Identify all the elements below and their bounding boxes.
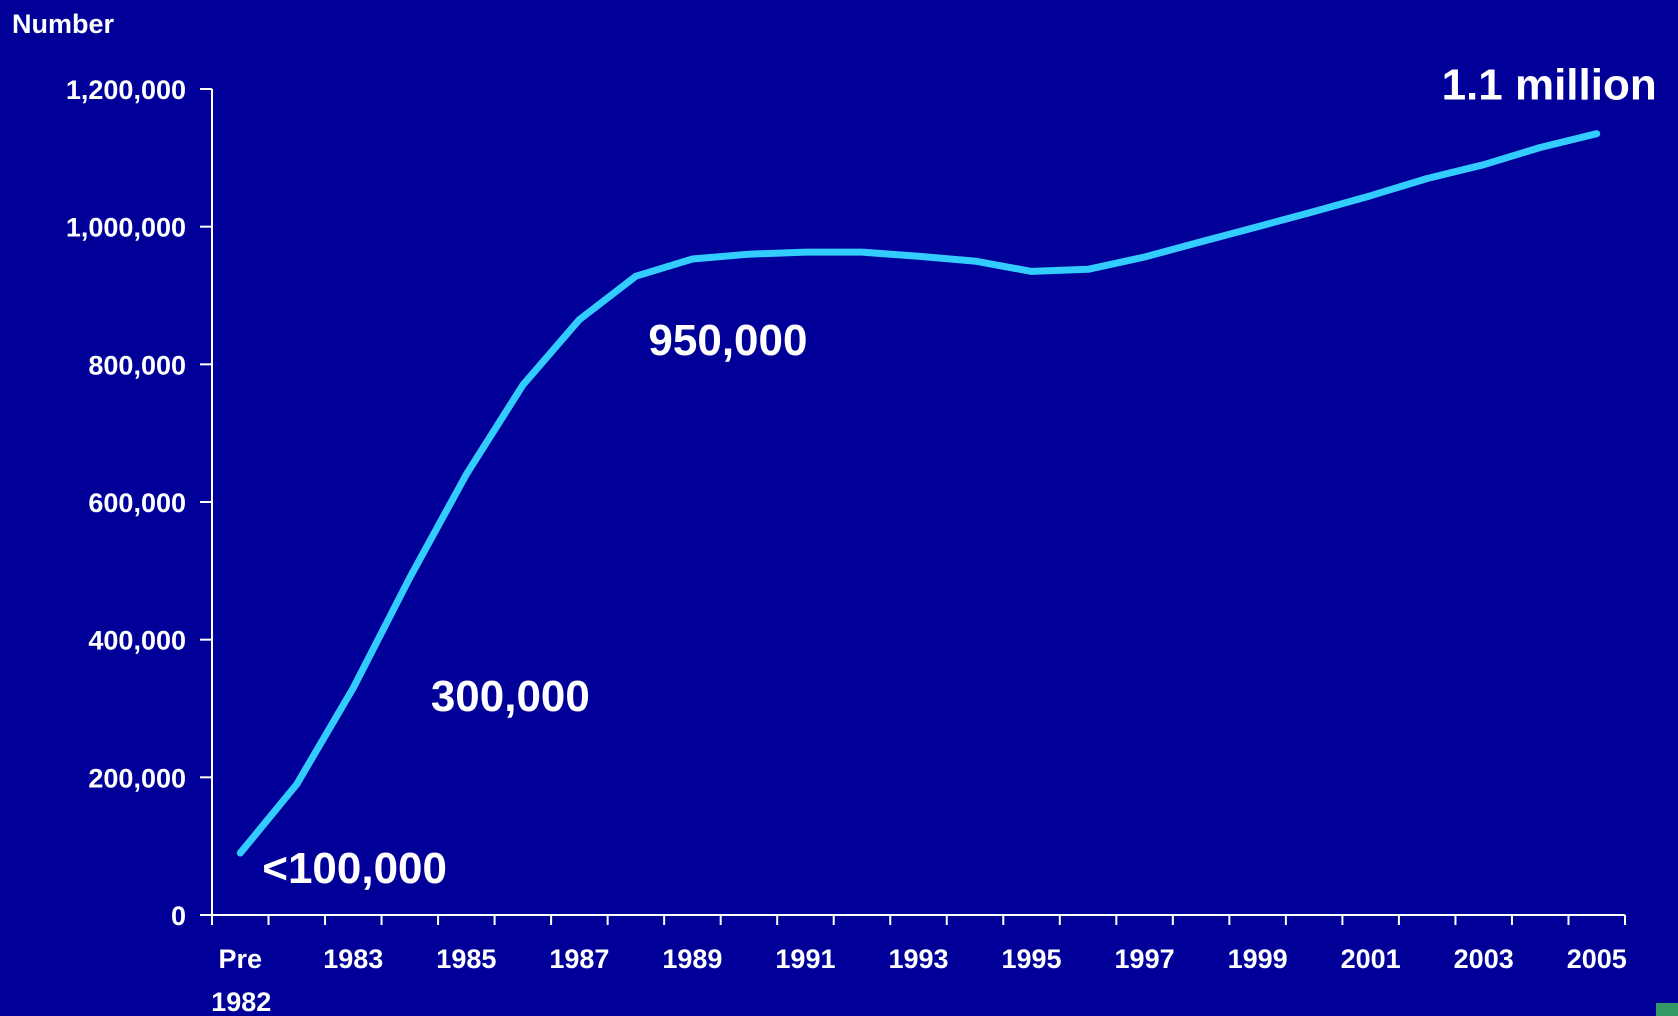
x-tick-label: 1997 — [1115, 944, 1175, 974]
corner-accent — [1656, 1003, 1678, 1016]
x-tick-label: 1993 — [888, 944, 948, 974]
y-axis-title: Number — [12, 9, 115, 39]
data-annotation: 300,000 — [431, 672, 590, 721]
y-tick-label: 800,000 — [88, 350, 186, 380]
x-tick-label: 2001 — [1341, 944, 1401, 974]
x-tick-label: 1999 — [1228, 944, 1288, 974]
x-tick-label: 2003 — [1454, 944, 1514, 974]
x-tick-label: 1983 — [323, 944, 383, 974]
x-tick-label: 1985 — [436, 944, 496, 974]
series-line — [236, 130, 1601, 857]
y-tick-label: 1,200,000 — [66, 75, 186, 105]
data-annotations: <100,000 300,000 950,000 1.1 million — [262, 61, 1656, 893]
x-tick-label: 1987 — [549, 944, 609, 974]
x-tick-label: 1995 — [1002, 944, 1062, 974]
x-tick-label: Pre — [218, 944, 262, 974]
x-tick-label: 1991 — [775, 944, 835, 974]
x-tick-label: 2005 — [1567, 944, 1627, 974]
x-tick-label-line2: 1982 — [211, 987, 271, 1016]
y-tick-label: 1,000,000 — [66, 213, 186, 243]
y-tick-label: 400,000 — [88, 626, 186, 656]
y-axis: 0 200,000 400,000 600,000 800,000 1,000,000 1,… — [66, 75, 212, 931]
y-tick-label: 600,000 — [88, 488, 186, 518]
data-annotation: <100,000 — [262, 844, 447, 893]
x-axis: Pre 1982 1983 1985 1987 1989 1991 1993 1995 1997 1… — [211, 915, 1627, 1016]
y-tick-label: 0 — [171, 901, 186, 931]
y-tick-label: 200,000 — [88, 763, 186, 793]
data-annotation: 1.1 million — [1442, 61, 1657, 110]
data-annotation: 950,000 — [648, 316, 807, 365]
x-tick-label: 1989 — [662, 944, 722, 974]
